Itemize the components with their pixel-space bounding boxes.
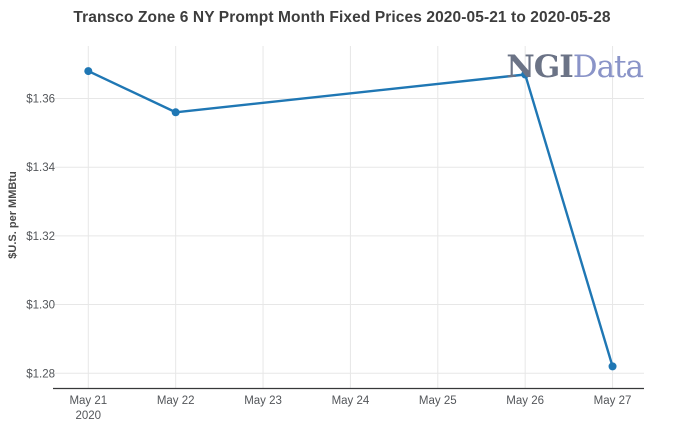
logo-ngi-text: NGI xyxy=(506,49,573,85)
logo-data-text: Data xyxy=(572,49,644,85)
y-tick-label: $1.32 xyxy=(26,231,55,243)
y-tick-label: $1.28 xyxy=(26,368,55,380)
price-line xyxy=(87,69,614,368)
data-point-marker xyxy=(84,67,93,76)
data-point-marker xyxy=(521,70,530,79)
x-tick-label: May 21 xyxy=(69,395,107,407)
x-tick-label: May 22 xyxy=(157,395,195,407)
x-tick-label: May 25 xyxy=(419,395,457,407)
x-tick-label: May 24 xyxy=(332,395,370,407)
x-tick-label: May 23 xyxy=(244,395,282,407)
x-tick-label: May 26 xyxy=(506,395,544,407)
data-point-marker xyxy=(171,108,180,117)
ngi-data-logo: NGIData xyxy=(506,49,644,85)
y-tick-label: $1.30 xyxy=(26,300,55,312)
chart-title: Transco Zone 6 NY Prompt Month Fixed Pri… xyxy=(73,9,611,26)
y-tick-label: $1.34 xyxy=(26,162,55,174)
x-tick-label: May 27 xyxy=(594,395,632,407)
x-tick-year-label: 2020 xyxy=(76,410,102,422)
y-tick-label: $1.36 xyxy=(26,94,55,106)
data-point-marker xyxy=(608,362,617,371)
